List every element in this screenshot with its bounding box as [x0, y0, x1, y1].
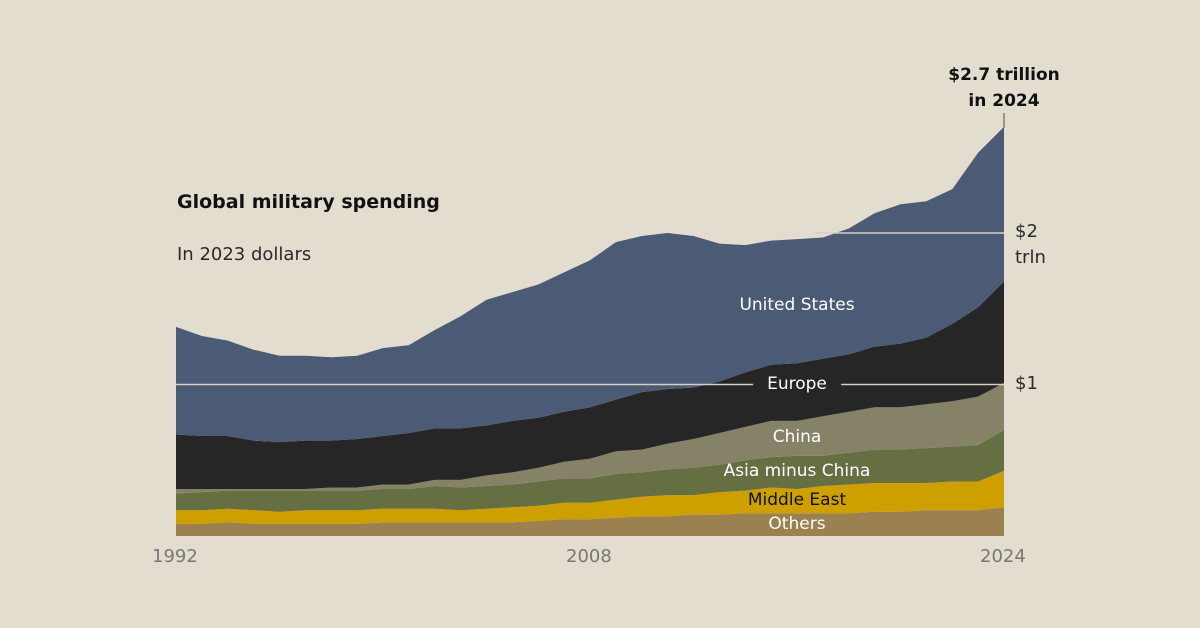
series-label-middle-east: Middle East	[747, 490, 847, 511]
series-label-united-states: United States	[739, 295, 855, 315]
y-tick-unit: trln	[1015, 247, 1046, 268]
x-tick-label: 2008	[566, 546, 612, 567]
area-middle-east	[176, 470, 1004, 524]
chart-subtitle: In 2023 dollars	[177, 244, 312, 265]
area-united-states	[176, 126, 1004, 443]
x-tick-label: 2024	[980, 546, 1026, 567]
area-others	[176, 507, 1004, 536]
series-label-china: China	[772, 427, 822, 448]
y-tick-value: $1	[1015, 372, 1038, 394]
y-tick-value: $2	[1015, 221, 1038, 242]
series-label-europe: Europe	[753, 373, 841, 394]
series-label-others: Others	[768, 513, 826, 534]
area-china	[176, 383, 1004, 494]
annotation-line1: $2.7 trillion	[948, 65, 1060, 85]
total-annotation: $2.7 trillion in 2024	[900, 62, 1108, 114]
y-tick-label: $2 trln	[1015, 219, 1046, 271]
annotation-line2: in 2024	[968, 91, 1040, 111]
y-tick-label: $1	[1015, 371, 1038, 397]
area-asia-minus-china	[176, 429, 1004, 512]
chart-title: Global military spending	[177, 191, 440, 213]
x-tick-label: 1992	[152, 546, 198, 567]
areas-group	[176, 126, 1004, 536]
series-label-asia-minus-china: Asia minus China	[723, 461, 871, 482]
area-europe	[176, 281, 1004, 489]
gridlines	[176, 113, 1005, 386]
